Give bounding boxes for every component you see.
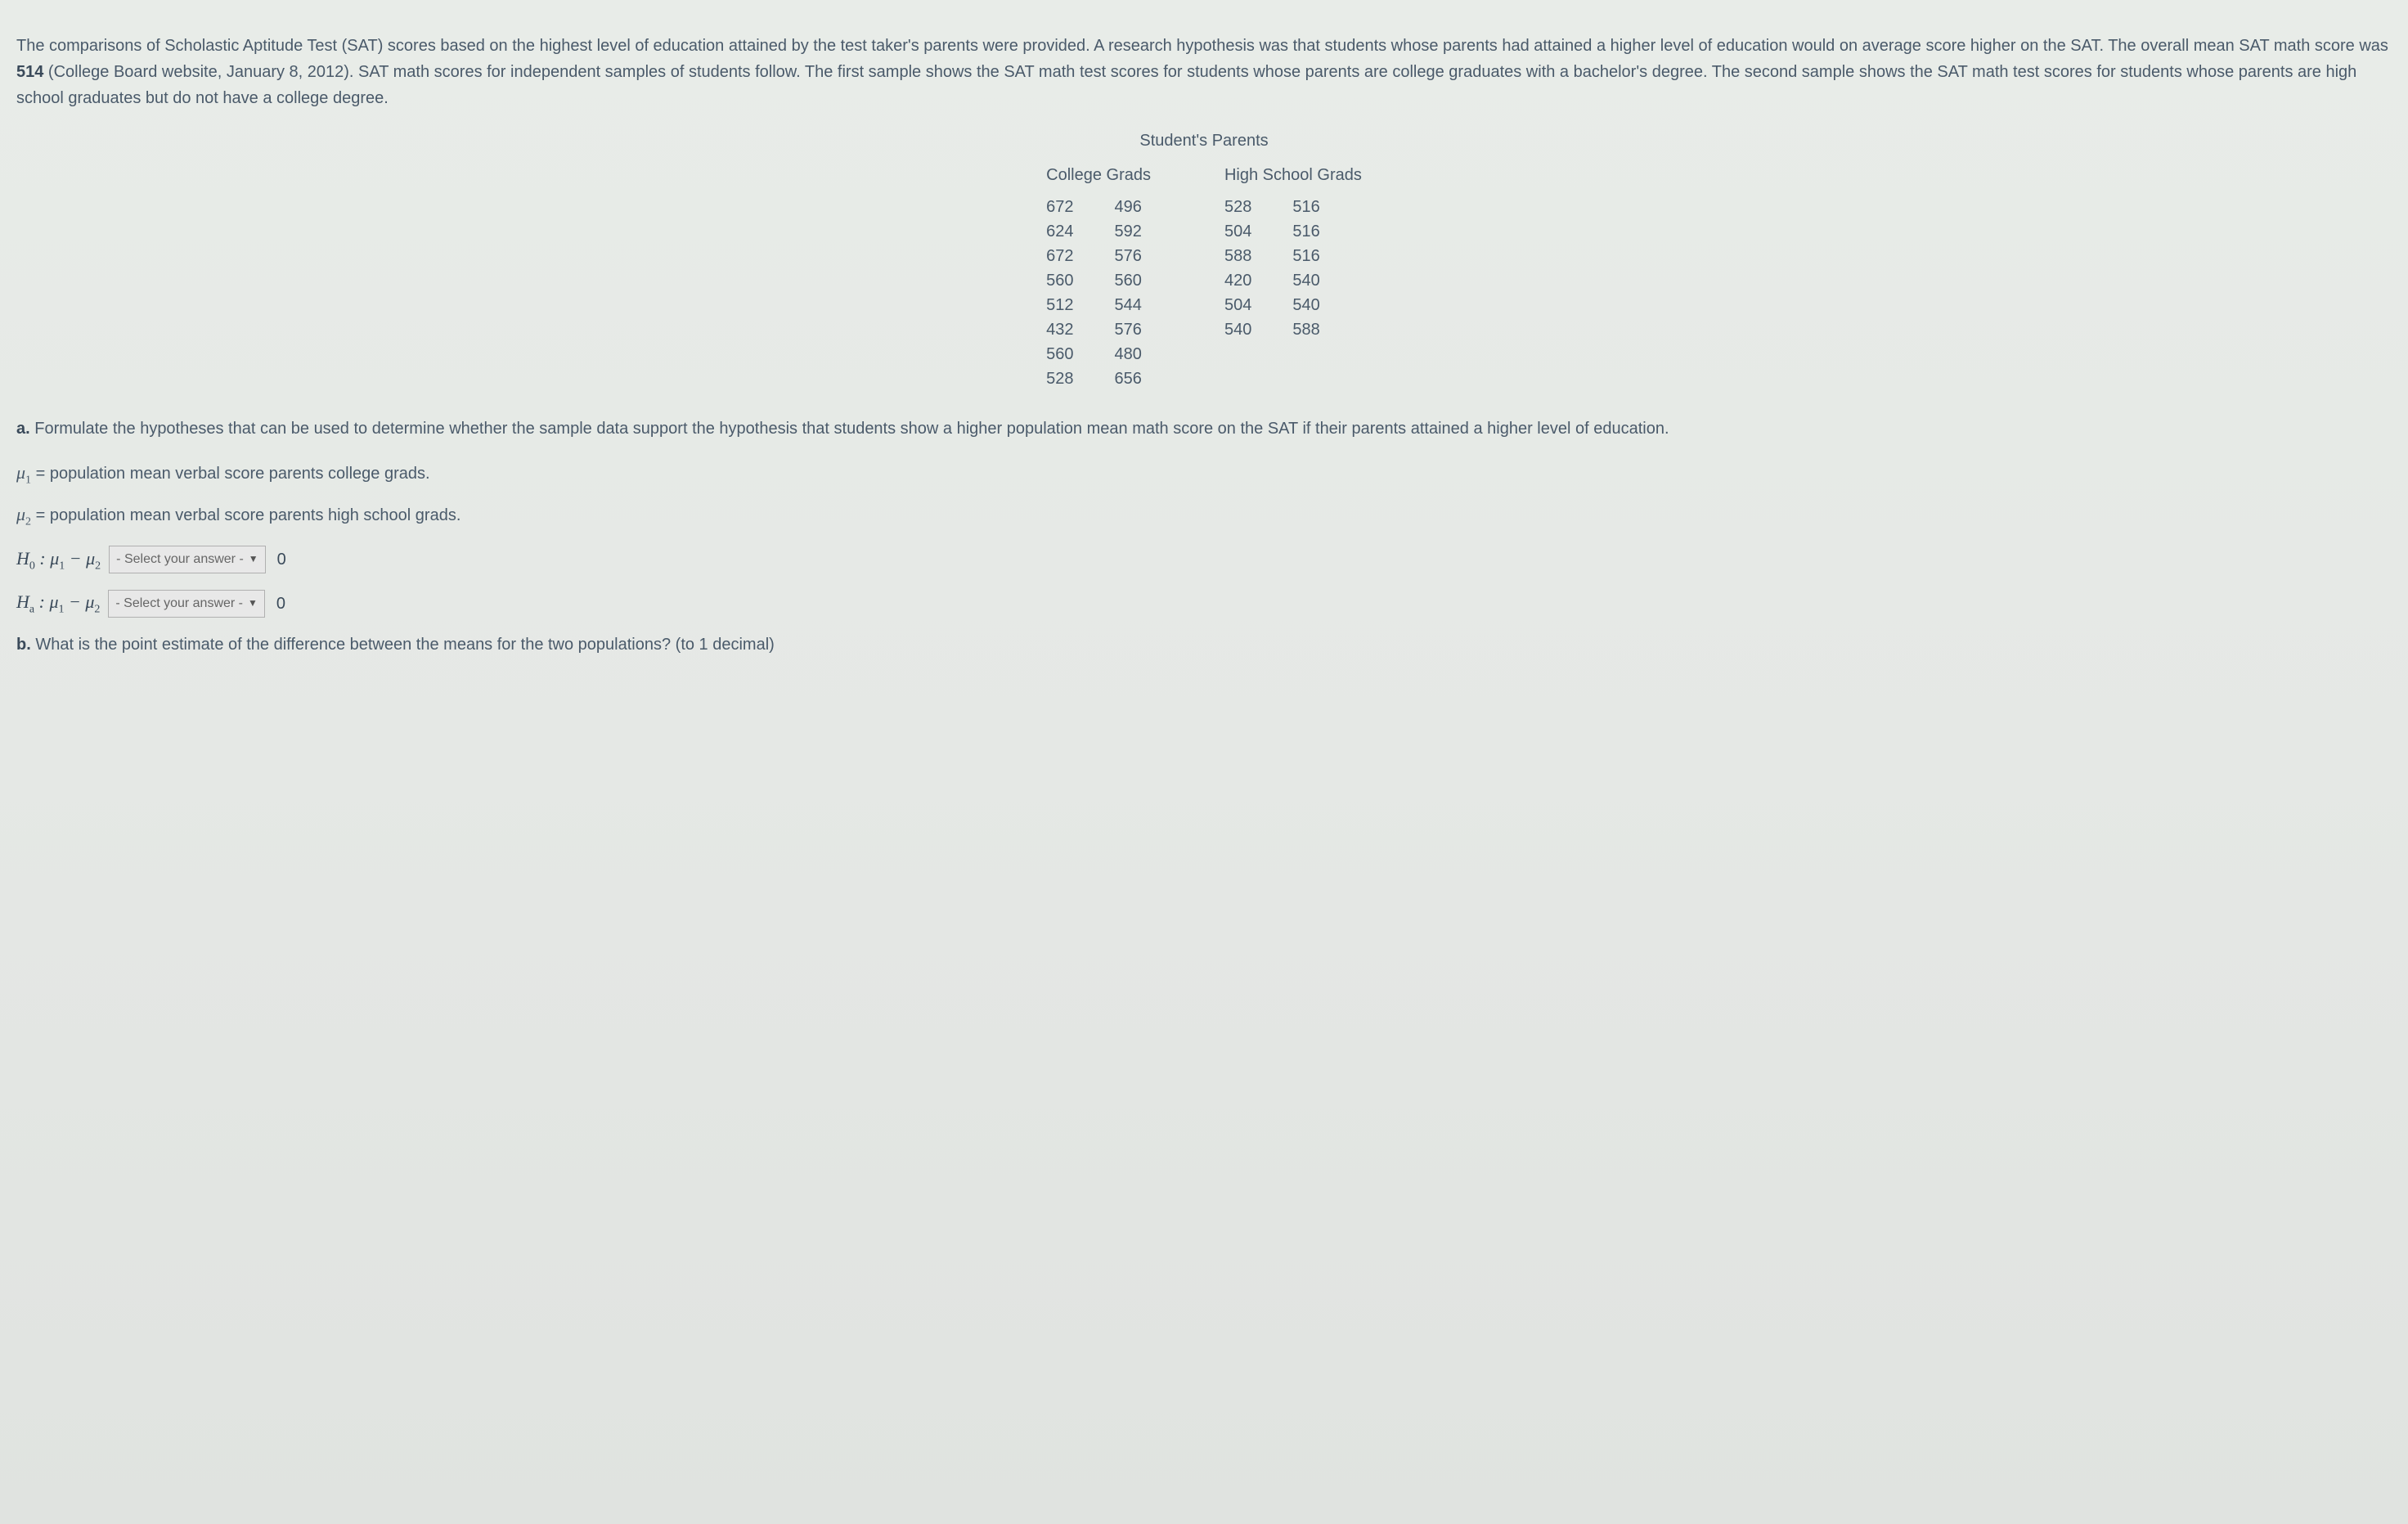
data-cell: 592 xyxy=(1115,219,1142,244)
data-cell: 504 xyxy=(1224,219,1251,244)
h0-select-text: - Select your answer - xyxy=(116,549,244,570)
ha-select-text: - Select your answer - xyxy=(115,593,243,614)
h0-row: H0 : μ1 − μ2 - Select your answer - ▼ 0 xyxy=(16,544,2392,576)
mu2-definition: μ2 = population mean verbal score parent… xyxy=(16,500,2392,532)
question-b-text: What is the point estimate of the differ… xyxy=(31,636,775,654)
hs-col1: 528 504 588 420 504 540 xyxy=(1224,195,1251,342)
data-cell: 528 xyxy=(1224,195,1251,219)
mu1-def-text: = population mean verbal score parents c… xyxy=(31,465,430,483)
hs-grads-group: High School Grads 528 504 588 420 504 54… xyxy=(1224,162,1362,391)
hs-col2: 516 516 516 540 540 588 xyxy=(1292,195,1319,342)
ha-select[interactable]: - Select your answer - ▼ xyxy=(108,590,265,618)
chevron-down-icon: ▼ xyxy=(249,551,258,567)
data-cell: 672 xyxy=(1046,244,1073,268)
intro-post: (College Board website, January 8, 2012)… xyxy=(16,63,2356,107)
college-grads-group: College Grads 672 624 672 560 512 432 56… xyxy=(1046,162,1151,391)
ha-rhs: 0 xyxy=(276,591,285,617)
question-a: a. Formulate the hypotheses that can be … xyxy=(16,416,2392,442)
data-cell: 516 xyxy=(1292,195,1319,219)
ha-row: Ha : μ1 − μ2 - Select your answer - ▼ 0 xyxy=(16,587,2392,619)
data-cell: 544 xyxy=(1115,293,1142,317)
data-cell: 432 xyxy=(1046,317,1073,342)
data-cell: 540 xyxy=(1224,317,1251,342)
data-cell: 480 xyxy=(1115,342,1142,366)
data-cell: 576 xyxy=(1115,244,1142,268)
data-cell: 540 xyxy=(1292,268,1319,293)
hs-grads-header: High School Grads xyxy=(1224,162,1362,188)
cg-col2: 496 592 576 560 544 576 480 656 xyxy=(1115,195,1142,391)
data-cell: 672 xyxy=(1046,195,1073,219)
data-cell: 624 xyxy=(1046,219,1073,244)
columns-area: College Grads 672 624 672 560 512 432 56… xyxy=(1046,162,1362,391)
intro-paragraph: The comparisons of Scholastic Aptitude T… xyxy=(16,33,2392,111)
data-cell: 496 xyxy=(1115,195,1142,219)
table-title: Student's Parents xyxy=(1046,128,1362,154)
data-cell: 516 xyxy=(1292,244,1319,268)
intro-pre: The comparisons of Scholastic Aptitude T… xyxy=(16,37,2388,55)
data-table: Student's Parents College Grads 672 624 … xyxy=(1046,128,1362,391)
data-cell: 540 xyxy=(1292,293,1319,317)
data-cell: 512 xyxy=(1046,293,1073,317)
data-cell: 588 xyxy=(1292,317,1319,342)
h0-label: H0 : μ1 − μ2 xyxy=(16,544,101,576)
data-cell: 656 xyxy=(1115,366,1142,391)
mu2-def-text: = population mean verbal score parents h… xyxy=(31,506,460,524)
data-cell: 560 xyxy=(1046,342,1073,366)
intro-bold-value: 514 xyxy=(16,63,43,81)
mu1-symbol: μ1 xyxy=(16,462,31,483)
question-b: b. What is the point estimate of the dif… xyxy=(16,632,2392,658)
data-cell: 560 xyxy=(1115,268,1142,293)
mu2-symbol: μ2 xyxy=(16,504,31,524)
cg-col1: 672 624 672 560 512 432 560 528 xyxy=(1046,195,1073,391)
data-cell: 516 xyxy=(1292,219,1319,244)
data-cell: 528 xyxy=(1046,366,1073,391)
chevron-down-icon: ▼ xyxy=(248,596,258,611)
data-table-wrap: Student's Parents College Grads 672 624 … xyxy=(16,128,2392,391)
question-a-text: Formulate the hypotheses that can be use… xyxy=(30,420,1669,438)
data-cell: 560 xyxy=(1046,268,1073,293)
mu1-definition: μ1 = population mean verbal score parent… xyxy=(16,458,2392,490)
question-a-label: a. xyxy=(16,420,30,438)
question-b-label: b. xyxy=(16,636,31,654)
data-cell: 576 xyxy=(1115,317,1142,342)
data-cell: 504 xyxy=(1224,293,1251,317)
h0-select[interactable]: - Select your answer - ▼ xyxy=(109,546,266,573)
data-cell: 420 xyxy=(1224,268,1251,293)
college-grads-header: College Grads xyxy=(1046,162,1151,188)
ha-label: Ha : μ1 − μ2 xyxy=(16,587,100,619)
data-cell: 588 xyxy=(1224,244,1251,268)
h0-rhs: 0 xyxy=(277,546,286,573)
